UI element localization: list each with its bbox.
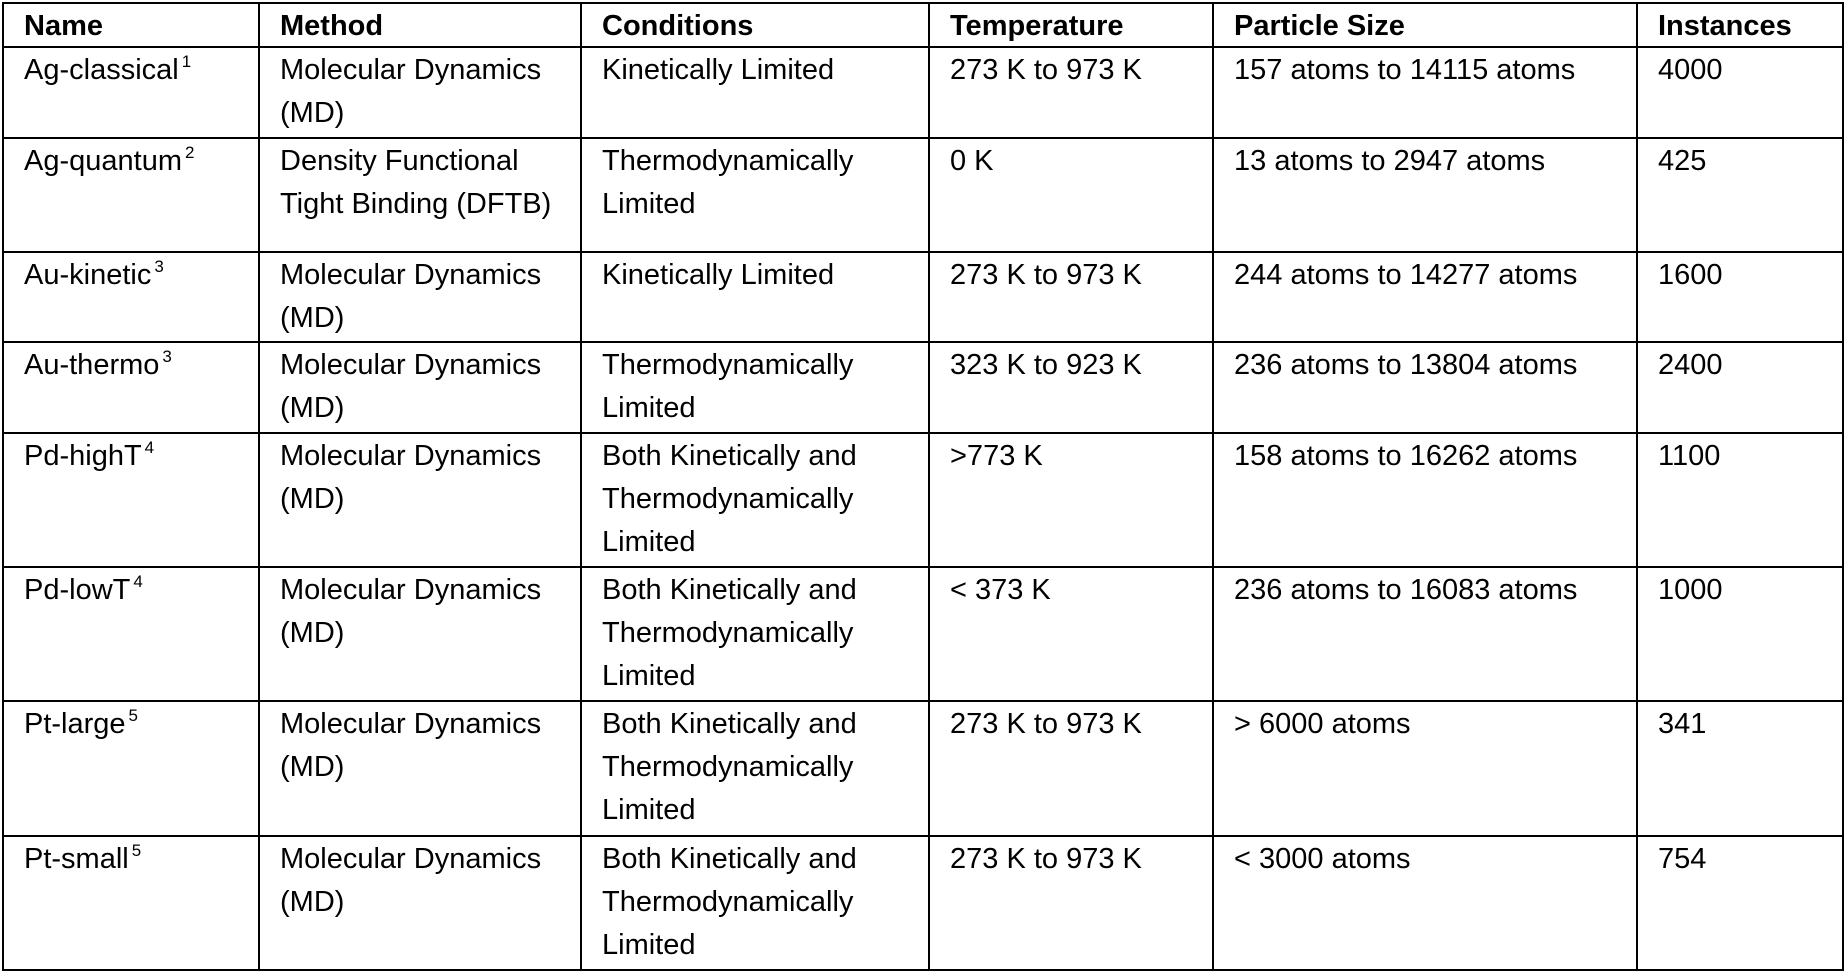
dataset-name: Pt-large: [24, 708, 126, 741]
dataset-name: Pd-lowT: [24, 573, 131, 606]
conditions-cell: Kinetically Limited: [580, 250, 930, 344]
temperature-cell: 273 K to 973 K: [928, 834, 1214, 972]
method-cell: Molecular Dynamics (MD): [258, 834, 582, 972]
name-cell: Au-kinetic 3: [2, 250, 260, 344]
conditions-cell: Both Kinetically and Thermodynamically L…: [580, 431, 930, 568]
particle-size-cell: < 3000 atoms: [1212, 834, 1638, 972]
column-header-conditions: Conditions: [580, 2, 930, 48]
dataset-name: Pt-small: [24, 842, 129, 875]
dataset-name: Au-kinetic: [24, 258, 152, 291]
reference-superscript: 4: [133, 571, 143, 591]
method-cell: Molecular Dynamics (MD): [258, 341, 582, 434]
reference-superscript: 5: [128, 706, 139, 726]
temperature-cell: 273 K to 973 K: [928, 700, 1214, 837]
name-cell: Pd-highT 4: [2, 431, 260, 568]
column-header-temperature: Temperature: [928, 2, 1214, 48]
dataset-name: Au-thermo: [24, 349, 160, 382]
instances-cell: 425: [1636, 136, 1844, 253]
method-cell: Molecular Dynamics (MD): [258, 700, 582, 837]
temperature-cell: 273 K to 973 K: [928, 250, 1214, 344]
particle-size-cell: 13 atoms to 2947 atoms: [1212, 136, 1638, 253]
header-row: Name Method Conditions Temperature Parti…: [2, 2, 1844, 48]
particle-size-cell: > 6000 atoms: [1212, 700, 1638, 837]
column-header-method: Method: [258, 2, 582, 48]
instances-cell: 341: [1636, 700, 1844, 837]
instances-cell: 2400: [1636, 341, 1844, 434]
reference-superscript: 3: [162, 347, 172, 367]
name-cell: Pd-lowT 4: [2, 565, 260, 703]
name-cell: Ag-quantum 2: [2, 136, 260, 253]
temperature-cell: >773 K: [928, 431, 1214, 568]
table-row: Au-thermo 3 Molecular Dynamics (MD) Therm…: [2, 341, 1844, 434]
particle-size-cell: 244 atoms to 14277 atoms: [1212, 250, 1638, 344]
reference-superscript: 5: [131, 840, 142, 860]
particle-size-cell: 236 atoms to 16083 atoms: [1212, 565, 1638, 703]
dataset-name: Ag-quantum: [24, 144, 182, 177]
reference-superscript: 3: [154, 256, 164, 276]
temperature-cell: 0 K: [928, 136, 1214, 253]
column-header-particle-size: Particle Size: [1212, 2, 1638, 48]
table-row: Au-kinetic 3 Molecular Dynamics (MD) Kine…: [2, 250, 1844, 344]
instances-cell: 1600: [1636, 250, 1844, 344]
particle-size-cell: 157 atoms to 14115 atoms: [1212, 46, 1638, 139]
column-header-instances: Instances: [1636, 2, 1844, 48]
instances-cell: 1000: [1636, 565, 1844, 703]
column-header-name: Name: [2, 2, 260, 48]
conditions-cell: Thermodynamically Limited: [580, 136, 930, 253]
conditions-cell: Both Kinetically and Thermodynamically L…: [580, 700, 930, 837]
dataset-name: Ag-classical: [24, 54, 179, 86]
method-cell: Density Functional Tight Binding (DFTB): [258, 136, 582, 253]
dataset-name: Pd-highT: [24, 439, 142, 472]
instances-cell: 4000: [1636, 46, 1844, 139]
conditions-cell: Both Kinetically and Thermodynamically L…: [580, 834, 930, 972]
table-row: Pt-large 5 Molecular Dynamics (MD) Both K…: [2, 700, 1844, 837]
reference-superscript: 4: [144, 437, 155, 457]
temperature-cell: 273 K to 973 K: [928, 46, 1214, 139]
name-cell: Pt-small 5: [2, 834, 260, 972]
table-row: Ag-classical 1 Molecular Dynamics (MD) Ki…: [2, 46, 1844, 139]
name-cell: Pt-large 5: [2, 700, 260, 837]
instances-cell: 754: [1636, 834, 1844, 972]
reference-superscript: 1: [181, 52, 192, 71]
conditions-cell: Thermodynamically Limited: [580, 341, 930, 434]
conditions-cell: Both Kinetically and Thermodynamically L…: [580, 565, 930, 703]
temperature-cell: < 373 K: [928, 565, 1214, 703]
method-cell: Molecular Dynamics (MD): [258, 250, 582, 344]
table-row: Pt-small 5 Molecular Dynamics (MD) Both K…: [2, 834, 1844, 972]
method-cell: Molecular Dynamics (MD): [258, 46, 582, 139]
table-row: Pd-highT 4 Molecular Dynamics (MD) Both K…: [2, 431, 1844, 568]
instances-cell: 1100: [1636, 431, 1844, 568]
table-row: Pd-lowT 4 Molecular Dynamics (MD) Both Ki…: [2, 565, 1844, 703]
name-cell: Ag-classical 1: [2, 46, 260, 139]
conditions-cell: Kinetically Limited: [580, 46, 930, 139]
particle-size-cell: 236 atoms to 13804 atoms: [1212, 341, 1638, 434]
reference-superscript: 2: [185, 142, 195, 162]
method-cell: Molecular Dynamics (MD): [258, 431, 582, 568]
temperature-cell: 323 K to 923 K: [928, 341, 1214, 434]
name-cell: Au-thermo 3: [2, 341, 260, 434]
table-row: Ag-quantum 2 Density Functional Tight Bin…: [2, 136, 1844, 253]
particle-size-cell: 158 atoms to 16262 atoms: [1212, 431, 1638, 568]
method-cell: Molecular Dynamics (MD): [258, 565, 582, 703]
